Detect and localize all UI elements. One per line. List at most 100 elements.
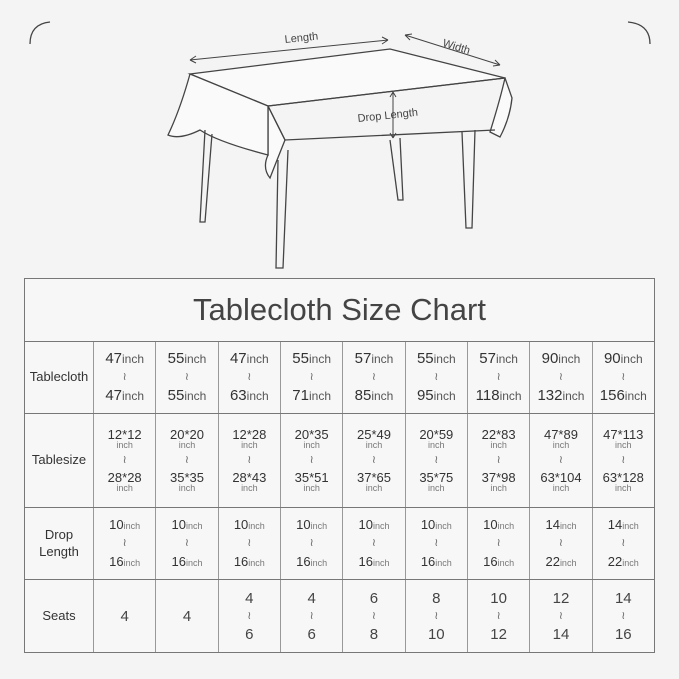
- tablecloth-cell: 47inch ≀ 47inch: [93, 342, 155, 413]
- value-max: 37*98: [481, 470, 516, 485]
- tablesize-cell: 22*83 inch ≀ 37*98 inch: [466, 414, 529, 507]
- drop-length-label: Drop Length: [357, 107, 418, 125]
- table-diagram: Length Width Drop Length: [29, 21, 651, 269]
- width-label: Width: [441, 37, 471, 57]
- value-min: 10: [483, 517, 498, 532]
- value-max: 16: [420, 554, 436, 569]
- unit-label: inch: [308, 352, 331, 366]
- unit-label: inch: [558, 352, 581, 366]
- unit-label: inch: [559, 521, 577, 531]
- range-separator: ≀: [496, 609, 501, 622]
- range-separator: ≀: [247, 609, 252, 622]
- row-tablesize: Tablesize 12*12 inch ≀ 28*28 inch 20*20 inch…: [25, 414, 654, 508]
- range-separator: ≀: [309, 609, 314, 622]
- table-leg: [389, 137, 404, 201]
- tablecloth-cell: 55inch ≀ 71inch: [279, 342, 342, 413]
- value-min: 47*113: [603, 427, 644, 442]
- range-separator: ≀: [496, 537, 501, 549]
- seats-cell: 6 ≀ 8: [342, 580, 404, 652]
- range-separator: ≀: [434, 609, 439, 622]
- range-separator: ≀: [184, 537, 190, 549]
- value-min: 20*59: [419, 427, 454, 442]
- seats-max: 14: [552, 625, 570, 643]
- row-label-tablesize: Tablesize: [31, 452, 87, 468]
- unit-label: inch: [365, 483, 383, 493]
- unit-label: inch: [499, 389, 522, 403]
- value-max: 16: [296, 554, 311, 569]
- unit-label: inch: [559, 558, 577, 568]
- seats-min: 4: [307, 589, 316, 607]
- seats-min: 4: [245, 589, 254, 607]
- unit-label: inch: [248, 521, 265, 531]
- unit-label: inch: [116, 483, 133, 493]
- tablecloth-cell: 47inch ≀ 63inch: [217, 342, 280, 413]
- unit-label: inch: [495, 352, 518, 366]
- unit-label: inch: [615, 440, 632, 450]
- unit-label: inch: [303, 440, 320, 450]
- seats-cell: 8 ≀ 10: [404, 580, 467, 652]
- value-min: 90: [541, 350, 559, 367]
- tablesize-cell: 20*20 inch ≀ 35*35 inch: [155, 414, 217, 507]
- tablecloth-cell: 90inch ≀ 156inch: [591, 342, 654, 413]
- drop-arrow: [389, 91, 397, 139]
- value-max: 28*43: [232, 470, 267, 485]
- unit-label: inch: [371, 352, 394, 366]
- range-separator: ≀: [371, 609, 377, 622]
- unit-label: inch: [562, 389, 585, 403]
- value-max: 35*75: [419, 470, 454, 485]
- unit-label: inch: [303, 483, 320, 493]
- unit-label: inch: [308, 389, 331, 403]
- value-max: 35*35: [170, 470, 204, 485]
- seats-max: 6: [307, 625, 316, 643]
- range-separator: ≀: [496, 454, 501, 466]
- unit-label: inch: [372, 558, 390, 568]
- range-separator: ≀: [621, 371, 626, 383]
- row-label-drop-length: Drop Length: [39, 526, 79, 559]
- drop-length-cell: 14inch ≀ 22inch: [529, 508, 591, 579]
- range-separator: ≀: [122, 537, 127, 549]
- tablecloth-cell: 57inch ≀ 85inch: [342, 342, 404, 413]
- tablesize-cell: 12*12 inch ≀ 28*28 inch: [93, 414, 155, 507]
- tablecloth-front-drop: [264, 77, 513, 180]
- value-min: 20*35: [294, 427, 329, 442]
- value-min: 10: [109, 517, 124, 532]
- unit-label: inch: [371, 389, 394, 403]
- range-separator: ≀: [434, 537, 439, 549]
- value-max: 28*28: [107, 470, 142, 485]
- seats-cell: 4: [93, 580, 155, 652]
- seats-min: 4: [120, 607, 129, 625]
- value-min: 14: [607, 517, 623, 532]
- value-max: 16: [171, 554, 186, 569]
- unit-label: inch: [365, 440, 383, 450]
- value-min: 10: [171, 517, 186, 532]
- value-max: 35*51: [294, 470, 329, 485]
- range-separator: ≀: [309, 454, 314, 466]
- value-max: 156: [599, 387, 625, 404]
- seats-max: 16: [614, 625, 632, 643]
- unit-label: inch: [615, 483, 632, 493]
- seats-max: 8: [369, 625, 379, 643]
- seats-min: 4: [182, 607, 192, 625]
- value-max: 118: [475, 387, 500, 404]
- unit-label: inch: [122, 352, 145, 366]
- seats-min: 10: [490, 589, 507, 607]
- value-min: 12*12: [107, 427, 142, 442]
- range-separator: ≀: [371, 537, 377, 549]
- drop-length-cell: 10inch ≀ 16inch: [342, 508, 404, 579]
- drop-length-cell: 10inch ≀ 16inch: [404, 508, 467, 579]
- value-max: 16: [233, 554, 249, 569]
- unit-label: inch: [246, 389, 269, 403]
- value-max: 63*104: [540, 470, 582, 485]
- range-separator: ≀: [247, 454, 252, 466]
- range-separator: ≀: [184, 454, 190, 466]
- value-max: 16: [109, 554, 124, 569]
- range-separator: ≀: [434, 454, 439, 466]
- value-min: 10: [233, 517, 249, 532]
- unit-label: inch: [184, 352, 207, 366]
- seats-max: 12: [490, 625, 507, 643]
- tablecloth-left-drop: [167, 73, 269, 156]
- unit-label: inch: [248, 558, 265, 568]
- unit-label: inch: [246, 352, 269, 366]
- range-separator: ≀: [558, 454, 564, 466]
- range-separator: ≀: [371, 371, 377, 383]
